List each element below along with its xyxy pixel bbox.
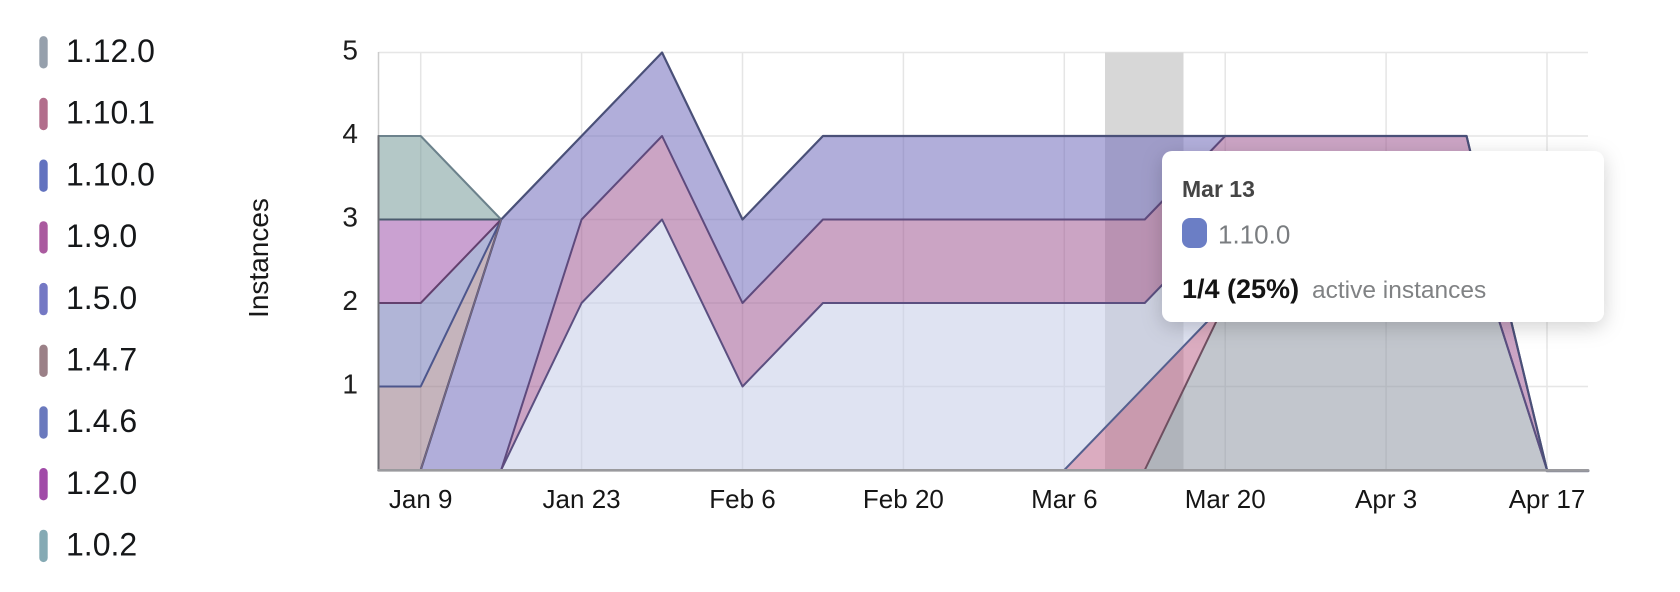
svg-text:Feb 6: Feb 6 — [709, 484, 776, 514]
svg-text:Mar 20: Mar 20 — [1185, 484, 1266, 514]
svg-text:5: 5 — [342, 35, 358, 66]
svg-text:Apr 17: Apr 17 — [1509, 484, 1586, 514]
svg-text:4: 4 — [342, 118, 358, 149]
svg-text:Mar 13: Mar 13 — [1182, 176, 1255, 202]
svg-text:1/4 (25%): 1/4 (25%) — [1182, 274, 1299, 304]
svg-text:1.5.0: 1.5.0 — [66, 280, 137, 316]
svg-text:Mar 6: Mar 6 — [1031, 484, 1097, 514]
svg-text:1.10.1: 1.10.1 — [66, 95, 155, 131]
svg-text:1.2.0: 1.2.0 — [66, 465, 137, 501]
svg-text:1.12.0: 1.12.0 — [66, 33, 155, 69]
svg-text:1.9.0: 1.9.0 — [66, 218, 137, 254]
svg-text:1.10.0: 1.10.0 — [66, 156, 155, 192]
svg-text:1: 1 — [342, 369, 358, 400]
svg-text:2: 2 — [342, 285, 358, 316]
svg-text:Feb 20: Feb 20 — [863, 484, 944, 514]
svg-text:3: 3 — [342, 202, 358, 233]
svg-text:active instances: active instances — [1312, 277, 1486, 304]
svg-text:1.4.6: 1.4.6 — [66, 403, 137, 439]
svg-text:Jan 9: Jan 9 — [389, 484, 453, 514]
svg-text:1.10.0: 1.10.0 — [1218, 220, 1290, 250]
svg-text:1.4.7: 1.4.7 — [66, 342, 137, 378]
svg-text:1.0.2: 1.0.2 — [66, 527, 137, 563]
svg-text:Instances: Instances — [243, 198, 274, 318]
svg-text:Jan 23: Jan 23 — [543, 484, 621, 514]
svg-text:Apr 3: Apr 3 — [1355, 484, 1417, 514]
